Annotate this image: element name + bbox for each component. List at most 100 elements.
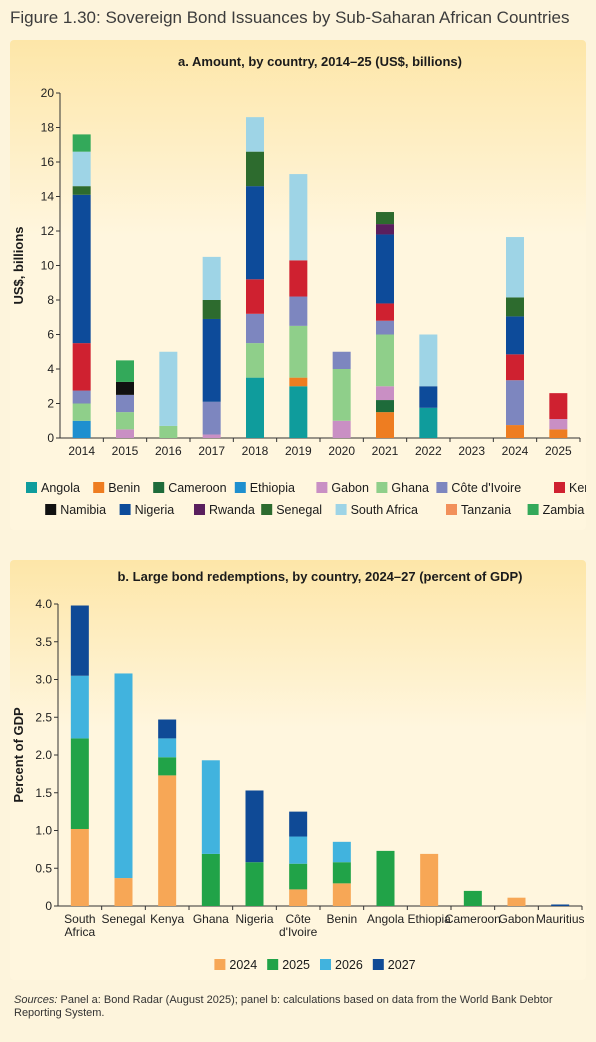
x-tick-label: 2018 (242, 444, 269, 458)
y-tick-label: 4.0 (35, 597, 52, 611)
bar-segment (202, 434, 221, 438)
bar-segment (159, 425, 178, 438)
bar-segment (246, 151, 264, 187)
bar-segment (376, 234, 394, 304)
bar-segment (506, 297, 524, 317)
bar-segment (116, 412, 134, 430)
bar-segment (506, 354, 524, 381)
bar-segment (201, 760, 220, 854)
bar-segment (463, 890, 482, 906)
x-tick-label: 2016 (155, 444, 182, 458)
bar-segment (507, 897, 526, 906)
x-tick-label: Ethiopia (407, 912, 451, 926)
legend-swatch (45, 504, 57, 515)
y-tick-label: 16 (41, 155, 55, 169)
legend-label: Senegal (276, 503, 322, 517)
y-tick-label: 1.0 (35, 824, 52, 838)
bar-segment (289, 325, 308, 378)
legend-label: Tanzania (461, 503, 511, 517)
legend-swatch (267, 959, 279, 970)
bar-segment (158, 757, 177, 776)
legend-swatch (372, 959, 384, 970)
x-tick-label: Angola (367, 912, 405, 926)
legend-swatch (320, 959, 331, 970)
y-tick-label: 0 (45, 899, 52, 913)
x-tick-label: 2022 (415, 444, 442, 458)
bar-segment (72, 390, 91, 404)
legend-label: Ghana (391, 481, 429, 495)
bar-segment (159, 351, 178, 426)
y-tick-label: 2 (47, 397, 54, 411)
bar-segment (549, 419, 568, 430)
legend-label: Rwanda (209, 503, 255, 517)
bar-segment (72, 420, 91, 438)
bar-segment (549, 429, 568, 438)
legend-swatch (316, 482, 328, 493)
bar-segment (201, 853, 220, 906)
bar-segment (551, 904, 570, 906)
bar-segment (116, 429, 134, 438)
legend-label: Benin (108, 481, 140, 495)
bar-segment (419, 334, 438, 387)
bar-segment (116, 381, 134, 395)
bar-segment (246, 313, 264, 344)
x-tick-label: South (64, 912, 95, 926)
bar-segment (289, 863, 308, 890)
legend-swatch (26, 482, 37, 493)
bar-segment (376, 320, 394, 335)
x-tick-label: Kenya (150, 912, 184, 926)
x-tick-label: Nigeria (235, 912, 273, 926)
bar-segment (72, 403, 91, 421)
bar-segment (70, 738, 89, 829)
bar-segment (289, 296, 308, 326)
legend-swatch (261, 504, 273, 515)
y-tick-label: 1.5 (35, 786, 52, 800)
x-tick-label: 2025 (545, 444, 572, 458)
bar-segment (376, 386, 394, 401)
x-tick-label: Africa (64, 925, 95, 939)
bar-segment (289, 836, 308, 864)
sources-note: Sources: Panel a: Bond Radar (August 202… (14, 994, 584, 1020)
bar-segment (72, 186, 91, 195)
legend-swatch (446, 504, 457, 515)
legend-label: Angola (41, 481, 80, 495)
bar-segment (70, 605, 89, 676)
bar-segment (114, 878, 133, 906)
x-tick-label: Ghana (193, 912, 229, 926)
x-tick-label: 2017 (198, 444, 225, 458)
bar-segment (376, 334, 394, 387)
bar-segment (332, 420, 351, 438)
legend-swatch (214, 959, 226, 970)
bar-segment (245, 790, 264, 863)
legend-label: Cameroon (168, 481, 226, 495)
bar-segment (376, 224, 394, 235)
y-tick-label: 8 (47, 293, 54, 307)
bar-segment (506, 316, 524, 355)
x-tick-label: Côte (285, 912, 311, 926)
legend-label: 2025 (282, 958, 310, 972)
x-tick-label: Mauritius (536, 912, 585, 926)
y-tick-label: 6 (47, 328, 54, 342)
bar-segment (72, 343, 91, 391)
x-tick-label: 2015 (112, 444, 139, 458)
bar-segment (116, 360, 134, 382)
y-tick-label: 3.0 (35, 673, 52, 687)
legend-swatch (153, 482, 165, 493)
x-tick-label: Benin (326, 912, 357, 926)
bar-segment (72, 134, 91, 152)
legend-swatch (527, 504, 539, 515)
bar-segment (376, 850, 395, 906)
bar-segment (202, 300, 221, 319)
legend-label: Zambia (543, 503, 585, 517)
bar-segment (289, 174, 308, 261)
bar-segment (332, 883, 351, 906)
bar-segment (332, 369, 351, 421)
legend-label: Gabon (331, 481, 369, 495)
chart-a: a. Amount, by country, 2014–25 (US$, bil… (11, 54, 596, 517)
legend-label: 2024 (229, 958, 257, 972)
legend-label: Namibia (60, 503, 106, 517)
legend-swatch (554, 482, 565, 493)
bar-segment (202, 256, 221, 300)
legend-swatch (376, 482, 388, 493)
sources-text: Panel a: Bond Radar (August 2025); panel… (14, 994, 553, 1019)
